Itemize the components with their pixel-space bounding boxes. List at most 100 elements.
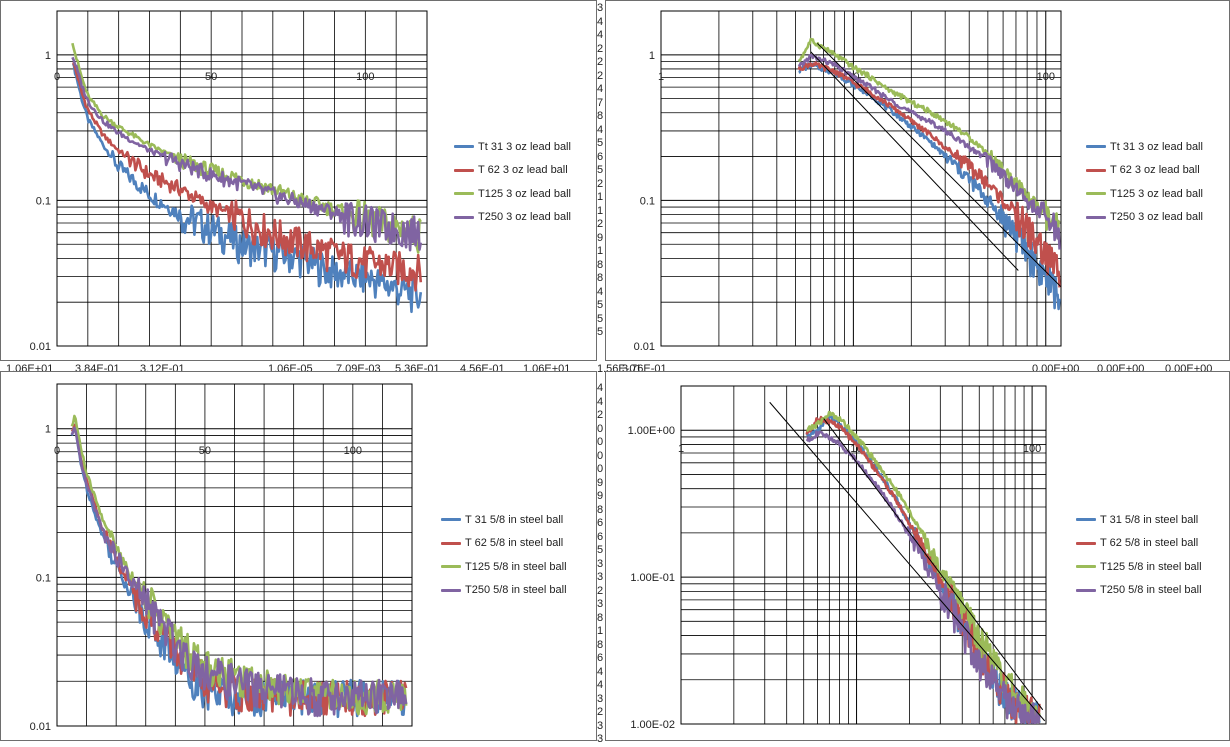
legend-swatch bbox=[1076, 518, 1096, 522]
legend-swatch bbox=[441, 518, 461, 522]
chart-panel-steel-linear[interactable]: 0 50 100 0.01 0.1 1 T 31 5/8 in steel ball T 6… bbox=[0, 371, 597, 741]
legend-swatch bbox=[1076, 588, 1096, 592]
series-line bbox=[72, 62, 423, 314]
y-tick-label: 0.1 bbox=[36, 195, 51, 207]
spreadsheet-cell: 9 bbox=[597, 231, 604, 244]
spreadsheet-cell: 4 bbox=[597, 285, 604, 298]
legend-swatch bbox=[441, 565, 461, 569]
legend-entry: Tt 31 3 oz lead ball bbox=[1086, 135, 1203, 159]
spreadsheet-cell: 1 bbox=[597, 625, 604, 637]
spreadsheet-cell: 9 bbox=[597, 476, 604, 489]
spreadsheet-cell: 3 bbox=[597, 557, 604, 570]
y-tick-label: 1.00E-01 bbox=[630, 572, 675, 584]
legend-label: T 62 3 oz lead ball bbox=[478, 164, 568, 177]
spreadsheet-cell: 3 bbox=[597, 733, 604, 745]
trendline bbox=[823, 418, 1044, 711]
chart-panel-steel-loglog[interactable]: 1 10 100 1.00E-02 1.00E-01 1.00E+00 T 31 5/8 … bbox=[605, 371, 1230, 741]
x-tick-label: 1 bbox=[678, 443, 684, 455]
legend-label: T250 3 oz lead ball bbox=[478, 211, 571, 224]
legend-label: T 31 5/8 in steel ball bbox=[465, 513, 564, 526]
legend-swatch bbox=[454, 192, 474, 196]
legend-swatch bbox=[454, 215, 474, 219]
x-tick-label: 1 bbox=[658, 71, 664, 83]
legend-label: T 62 5/8 in steel ball bbox=[465, 537, 564, 550]
plot-area-border bbox=[680, 385, 1047, 725]
chart-legend: T 31 5/8 in steel ball T 62 5/8 in steel … bbox=[441, 508, 567, 602]
legend-entry: T125 5/8 in steel ball bbox=[1076, 555, 1202, 579]
legend-label: T250 5/8 in steel ball bbox=[1100, 584, 1202, 597]
legend-entry: T250 3 oz lead ball bbox=[454, 206, 571, 230]
spreadsheet-cell: 4 bbox=[597, 382, 604, 394]
series-line bbox=[71, 56, 423, 252]
y-tick-label: 0.01 bbox=[30, 341, 51, 353]
x-tick-label: 0 bbox=[54, 71, 60, 83]
spreadsheet-cell: 4 bbox=[597, 123, 604, 136]
legend-label: T125 3 oz lead ball bbox=[478, 187, 571, 200]
spreadsheet-cell: 8 bbox=[597, 258, 604, 271]
chart-plot: 0 50 100 0.01 0.1 1 bbox=[30, 10, 428, 353]
legend-swatch bbox=[454, 145, 474, 149]
spreadsheet-cell: 4 bbox=[597, 665, 604, 678]
spreadsheet-cell: 2 bbox=[597, 56, 604, 68]
series-line bbox=[797, 53, 1061, 250]
legend-label: T250 3 oz lead ball bbox=[1110, 211, 1203, 224]
legend-swatch bbox=[1086, 215, 1106, 219]
spreadsheet-cell: 0 bbox=[597, 436, 604, 448]
spreadsheet-cell: 2 bbox=[597, 706, 604, 718]
spreadsheet-cell: 2 bbox=[597, 42, 604, 55]
chart-panel-lead-linear[interactable]: 0 50 100 0.01 0.1 1 Tt 31 3 oz lead ball T 62 … bbox=[0, 0, 597, 361]
legend-entry: T125 5/8 in steel ball bbox=[441, 555, 567, 579]
spreadsheet-cell: 3 bbox=[597, 2, 604, 14]
spreadsheet-cell: 1 bbox=[597, 245, 604, 257]
spreadsheet-cell: 5 bbox=[597, 164, 604, 176]
spreadsheet-cell: 1 bbox=[597, 204, 604, 217]
legend-entry: T250 5/8 in steel ball bbox=[1076, 579, 1202, 603]
plot-area-border bbox=[56, 383, 413, 727]
y-tick-label: 0.1 bbox=[640, 195, 655, 207]
series-line bbox=[70, 426, 408, 718]
y-tick-label: 1 bbox=[45, 50, 51, 62]
spreadsheet-cell: 5 bbox=[597, 312, 604, 325]
legend-label: T250 5/8 in steel ball bbox=[465, 584, 567, 597]
spreadsheet-cell: 0 bbox=[597, 449, 604, 462]
x-tick-label: 100 bbox=[356, 71, 374, 83]
legend-entry: T 62 3 oz lead ball bbox=[1086, 159, 1203, 183]
legend-entry: T125 3 oz lead ball bbox=[454, 182, 571, 206]
x-tick-label: 100 bbox=[344, 445, 362, 457]
spreadsheet-cell: 5 bbox=[597, 137, 604, 149]
legend-label: T125 5/8 in steel ball bbox=[1100, 560, 1202, 573]
legend-label: Tt 31 3 oz lead ball bbox=[478, 140, 571, 153]
spreadsheet-cell: 8 bbox=[597, 272, 604, 284]
spreadsheet-cell: 8 bbox=[597, 638, 604, 651]
chart-panel-lead-loglog[interactable]: 1 10 100 0.01 0.1 1 Tt 31 3 oz lead ball T 62 … bbox=[605, 0, 1230, 361]
legend-swatch bbox=[454, 168, 474, 172]
legend-swatch bbox=[1076, 565, 1096, 569]
x-tick-label: 0 bbox=[54, 445, 60, 457]
chart-plot: 0 50 100 0.01 0.1 1 bbox=[30, 383, 413, 733]
spreadsheet-cell: 2 bbox=[597, 69, 604, 82]
series-line bbox=[797, 61, 1061, 288]
spreadsheet-cell: 5 bbox=[597, 326, 604, 338]
spreadsheet-cell: 2 bbox=[597, 584, 604, 597]
legend-swatch bbox=[441, 541, 461, 545]
legend-entry: T 62 5/8 in steel ball bbox=[1076, 532, 1202, 556]
legend-entry: T125 3 oz lead ball bbox=[1086, 182, 1203, 206]
legend-swatch bbox=[441, 588, 461, 592]
spreadsheet-cell: 4 bbox=[597, 83, 604, 95]
spreadsheet-cell: 7 bbox=[597, 96, 604, 109]
spreadsheet-cell: 4 bbox=[597, 679, 604, 691]
spreadsheet-cell: 6 bbox=[597, 652, 604, 664]
spreadsheet-cell: 3 bbox=[597, 598, 604, 610]
plot-area-border bbox=[660, 10, 1062, 347]
legend-label: T125 5/8 in steel ball bbox=[465, 560, 567, 573]
legend-swatch bbox=[1086, 192, 1106, 196]
legend-swatch bbox=[1086, 145, 1106, 149]
y-tick-label: 1.00E-02 bbox=[630, 719, 675, 731]
chart-legend: Tt 31 3 oz lead ball T 62 3 oz lead ball T… bbox=[454, 135, 571, 229]
spreadsheet-cell: 2 bbox=[597, 177, 604, 190]
spreadsheet-cell: 4 bbox=[597, 15, 604, 28]
spreadsheet-cell: 3 bbox=[597, 692, 604, 705]
